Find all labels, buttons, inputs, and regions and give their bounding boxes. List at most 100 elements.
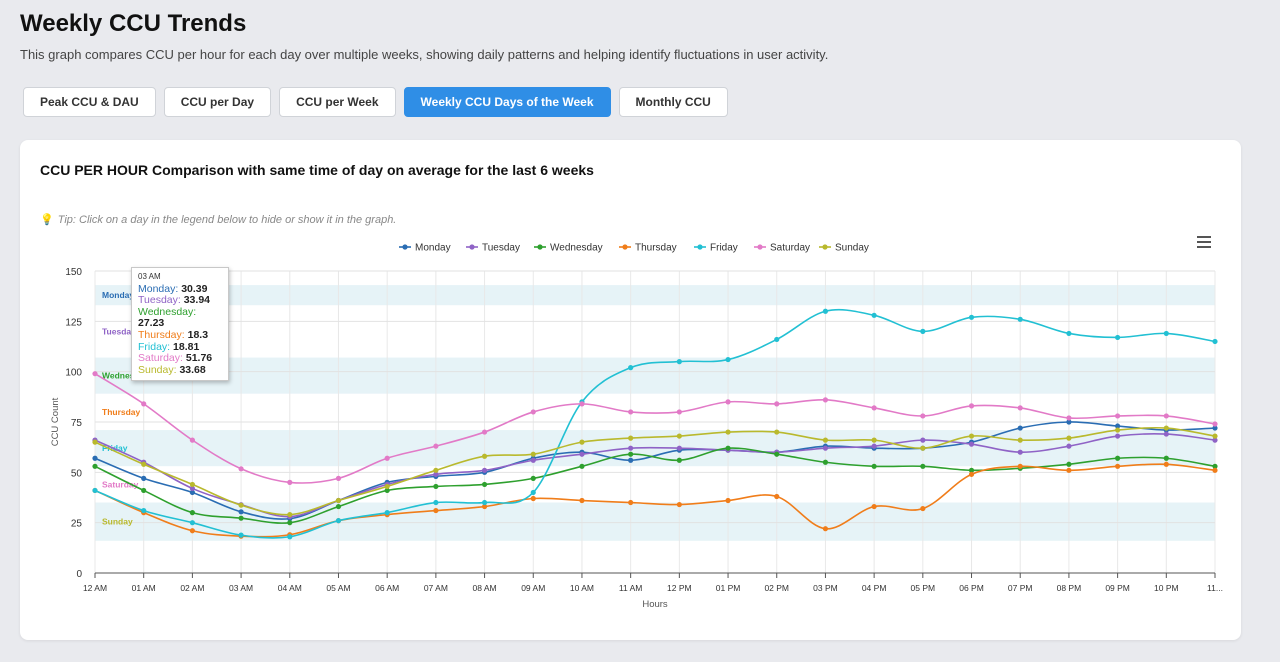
- tooltip-series-name: Tuesday:: [138, 294, 184, 307]
- series-line-wednesday: [94, 447, 1216, 524]
- point-friday: [189, 520, 195, 526]
- point-saturday: [530, 409, 536, 415]
- point-sunday: [530, 451, 536, 457]
- point-thursday: [433, 507, 439, 514]
- chart-title: CCU PER HOUR Comparison with same time o…: [40, 162, 594, 178]
- x-tick-label: 08 PM: [1057, 583, 1082, 593]
- point-tuesday: [579, 451, 585, 457]
- point-saturday: [481, 429, 488, 435]
- tooltip-row-thursday: Thursday: 18.3: [138, 328, 222, 342]
- point-saturday: [1115, 413, 1121, 419]
- point-monday: [1212, 425, 1218, 431]
- legend-item-saturday[interactable]: Saturday: [770, 243, 810, 254]
- x-tick-label: 04 PM: [862, 583, 887, 593]
- x-tick-label: 05 PM: [911, 583, 936, 593]
- point-friday: [335, 518, 342, 524]
- tab-monthly-ccu[interactable]: Monthly CCU: [618, 87, 728, 117]
- tooltip-time: 03 AM: [138, 272, 161, 281]
- point-saturday: [822, 397, 829, 403]
- series-line-monday: [94, 421, 1216, 520]
- point-friday: [774, 336, 780, 343]
- legend-item-tuesday[interactable]: Tuesday: [482, 243, 520, 254]
- tip-text: Tip: Click on a day in the legend below …: [57, 214, 397, 226]
- series-line-thursday: [94, 463, 1216, 538]
- point-wednesday: [1066, 461, 1072, 467]
- tooltip-row-monday: Monday: 30.39: [138, 282, 222, 296]
- x-tick-label: 03 PM: [813, 583, 838, 593]
- tooltip-row-wednesday: Wednesday: 27.23: [138, 306, 222, 330]
- band-label-monday: Monday: [102, 290, 134, 300]
- legend-marker-monday: [402, 244, 408, 250]
- point-friday: [871, 312, 877, 318]
- legend-item-monday[interactable]: Monday: [415, 243, 451, 254]
- point-saturday: [1163, 413, 1169, 419]
- point-monday: [92, 455, 98, 461]
- point-saturday: [725, 399, 731, 405]
- point-tuesday: [481, 467, 488, 473]
- x-tick-label: 03 AM: [229, 583, 253, 593]
- y-tick-label: 125: [65, 317, 82, 328]
- tooltip-series-value: 30.39: [181, 282, 208, 295]
- tooltip-series-value: 18.3: [187, 328, 209, 341]
- point-saturday: [1017, 405, 1023, 411]
- x-tick-label: 09 PM: [1105, 583, 1130, 593]
- point-tuesday: [433, 471, 439, 477]
- point-friday: [1212, 338, 1218, 345]
- tooltip-row-tuesday: Tuesday: 33.94: [138, 294, 222, 307]
- tab-ccu-per-week[interactable]: CCU per Week: [279, 87, 396, 117]
- tooltip-row-friday: Friday: 18.81: [138, 340, 222, 354]
- band-label-tuesday: Tuesday: [102, 326, 136, 336]
- x-tick-label: 09 AM: [521, 583, 545, 593]
- point-friday: [628, 365, 634, 371]
- point-sunday: [1212, 433, 1218, 439]
- point-saturday: [141, 401, 147, 407]
- point-wednesday: [141, 487, 147, 494]
- band-label-saturday: Saturday: [102, 479, 139, 489]
- point-wednesday: [920, 463, 926, 469]
- page-title: Weekly CCU Trends: [20, 10, 247, 37]
- point-sunday: [822, 437, 829, 443]
- point-saturday: [92, 371, 98, 377]
- tab-weekly-ccu-days[interactable]: Weekly CCU Days of the Week: [403, 87, 611, 117]
- x-tick-label: 01 AM: [132, 583, 156, 593]
- point-sunday: [968, 433, 975, 439]
- legend-item-friday[interactable]: Friday: [710, 243, 738, 254]
- point-thursday: [725, 497, 731, 504]
- point-thursday: [1212, 467, 1218, 473]
- x-tick-label: 11 AM: [619, 583, 642, 593]
- point-sunday: [1163, 425, 1169, 431]
- legend-marker-thursday: [622, 244, 628, 250]
- legend-item-thursday[interactable]: Thursday: [635, 243, 677, 254]
- point-thursday: [1017, 463, 1023, 469]
- x-tick-label: 08 AM: [473, 583, 497, 593]
- band-thursday: [95, 393, 1215, 431]
- point-tuesday: [189, 485, 195, 492]
- point-saturday: [1066, 415, 1072, 421]
- point-wednesday: [335, 503, 342, 510]
- point-saturday: [579, 401, 585, 407]
- point-friday: [822, 308, 829, 314]
- legend-item-sunday[interactable]: Sunday: [835, 243, 869, 254]
- tab-ccu-per-day[interactable]: CCU per Day: [163, 87, 272, 117]
- point-wednesday: [774, 451, 780, 457]
- point-saturday: [189, 437, 195, 443]
- tooltip-series-value: 51.76: [185, 352, 213, 365]
- tooltip-series-value: 27.23: [138, 317, 165, 330]
- tooltip-series-value: 18.81: [173, 340, 200, 353]
- tooltip-series-value: 33.68: [179, 363, 206, 376]
- point-tuesday: [1115, 433, 1121, 439]
- point-saturday: [871, 405, 877, 411]
- hamburger-menu-icon[interactable]: [1197, 236, 1211, 248]
- point-friday: [530, 489, 536, 496]
- x-tick-label: 06 AM: [375, 583, 399, 593]
- tab-peak-ccu-dau[interactable]: Peak CCU & DAU: [23, 87, 156, 117]
- point-friday: [725, 356, 731, 363]
- y-tick-label: 0: [76, 569, 82, 580]
- point-wednesday: [92, 463, 98, 469]
- point-saturday: [774, 401, 780, 407]
- point-thursday: [579, 497, 585, 504]
- point-saturday: [287, 479, 293, 485]
- point-sunday: [579, 439, 585, 445]
- legend-item-wednesday[interactable]: Wednesday: [550, 243, 603, 254]
- ccu-line-chart: 0 25 50 75 100 125 150 Monday Tuesday Wednesday Th…: [50, 243, 1223, 611]
